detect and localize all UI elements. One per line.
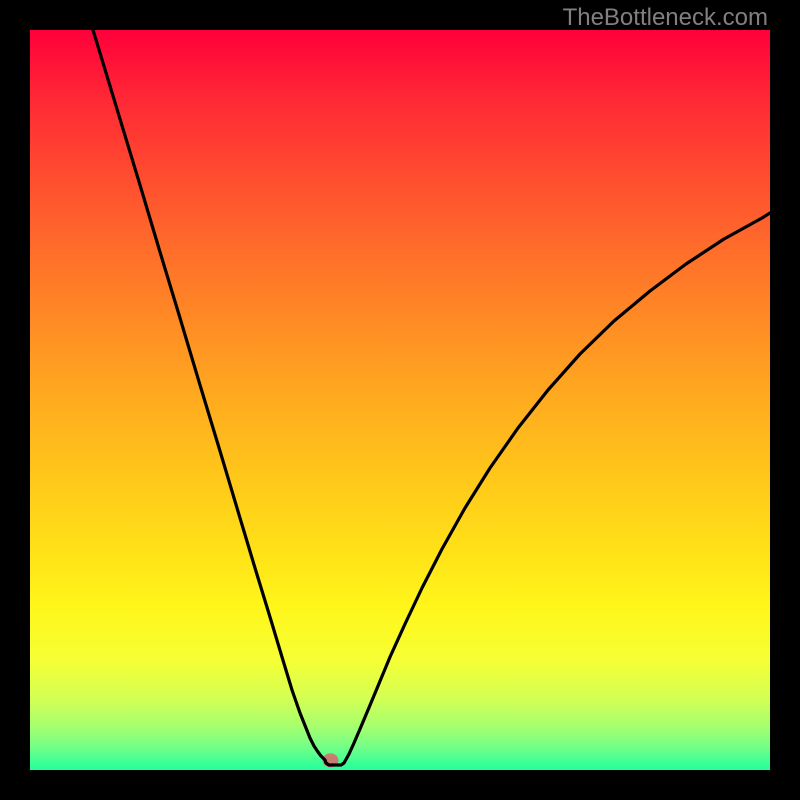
plot-area	[30, 30, 770, 770]
curve-layer	[30, 30, 770, 770]
bottleneck-curve	[93, 30, 770, 765]
chart-container: TheBottleneck.com	[0, 0, 800, 800]
watermark-label: TheBottleneck.com	[563, 4, 768, 32]
